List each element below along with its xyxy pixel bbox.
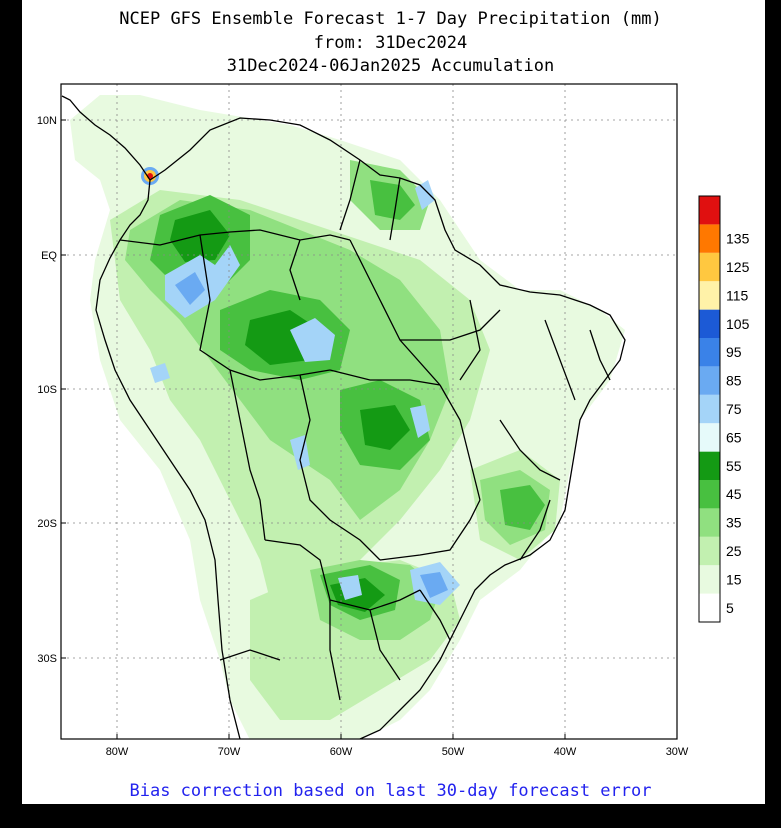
legend-swatch — [699, 338, 720, 367]
lon-tick-label: 80W — [106, 746, 129, 758]
title-line-3: 31Dec2024-06Jan2025 Accumulation — [226, 56, 555, 76]
color-legend: 5 15 25 35 45 55 65 75 85 95 105 115 125 135 — [698, 195, 750, 623]
lon-tick-label: 30W — [666, 746, 689, 758]
lon-tick-label: 40W — [554, 746, 577, 758]
title-line-2: from: 31Dec2024 — [313, 33, 468, 53]
legend-label: 125 — [726, 259, 750, 275]
footer-note: Bias correction based on last 30-day for… — [129, 781, 652, 801]
legend-swatch — [699, 593, 720, 622]
lat-tick-label: 10N — [37, 115, 57, 127]
legend-swatch — [699, 394, 720, 424]
legend-swatch — [699, 281, 720, 310]
legend-swatch — [699, 224, 720, 253]
legend-label: 55 — [726, 458, 742, 474]
lat-tick-label: 20S — [37, 518, 57, 530]
legend-label: 115 — [726, 287, 749, 303]
lon-tick-labels: 80W 70W 60W 50W 40W 30W — [106, 734, 689, 758]
coastlines-borders — [61, 95, 626, 739]
lat-tick-label: 30S — [37, 653, 57, 665]
legend-label: 25 — [726, 543, 742, 559]
legend-label: 85 — [726, 373, 742, 389]
legend-swatch — [699, 252, 720, 282]
legend-swatch — [699, 451, 720, 480]
legend-label: 5 — [726, 600, 734, 616]
legend-swatch — [699, 536, 720, 566]
legend-label: 75 — [726, 401, 742, 417]
legend-swatch — [699, 480, 720, 509]
legend-label: 45 — [726, 486, 742, 502]
lon-tick-label: 70W — [218, 746, 241, 758]
lat-tick-label: 10S — [37, 384, 57, 396]
lon-tick-label: 60W — [330, 746, 353, 758]
precip-field — [70, 95, 625, 739]
legend-label: 135 — [726, 231, 750, 247]
map-frame — [60, 83, 678, 740]
lat-tick-labels: 10N EQ 10S 20S 30S — [37, 115, 66, 665]
legend-swatch — [699, 565, 720, 594]
legend-swatch — [699, 423, 720, 452]
lat-tick-label: EQ — [41, 250, 57, 262]
legend-swatch — [699, 196, 720, 225]
lon-tick-label: 50W — [442, 746, 465, 758]
legend-frame — [698, 195, 721, 623]
legend-label: 105 — [726, 316, 750, 332]
graticule — [61, 84, 677, 739]
legend-swatch — [699, 508, 720, 537]
legend-swatch — [699, 309, 720, 338]
legend-label: 65 — [726, 429, 742, 445]
title-line-1: NCEP GFS Ensemble Forecast 1-7 Day Preci… — [119, 9, 662, 29]
legend-swatch — [699, 366, 720, 395]
legend-label: 35 — [726, 515, 742, 531]
legend-label: 95 — [726, 344, 742, 360]
legend-label: 15 — [726, 571, 742, 587]
